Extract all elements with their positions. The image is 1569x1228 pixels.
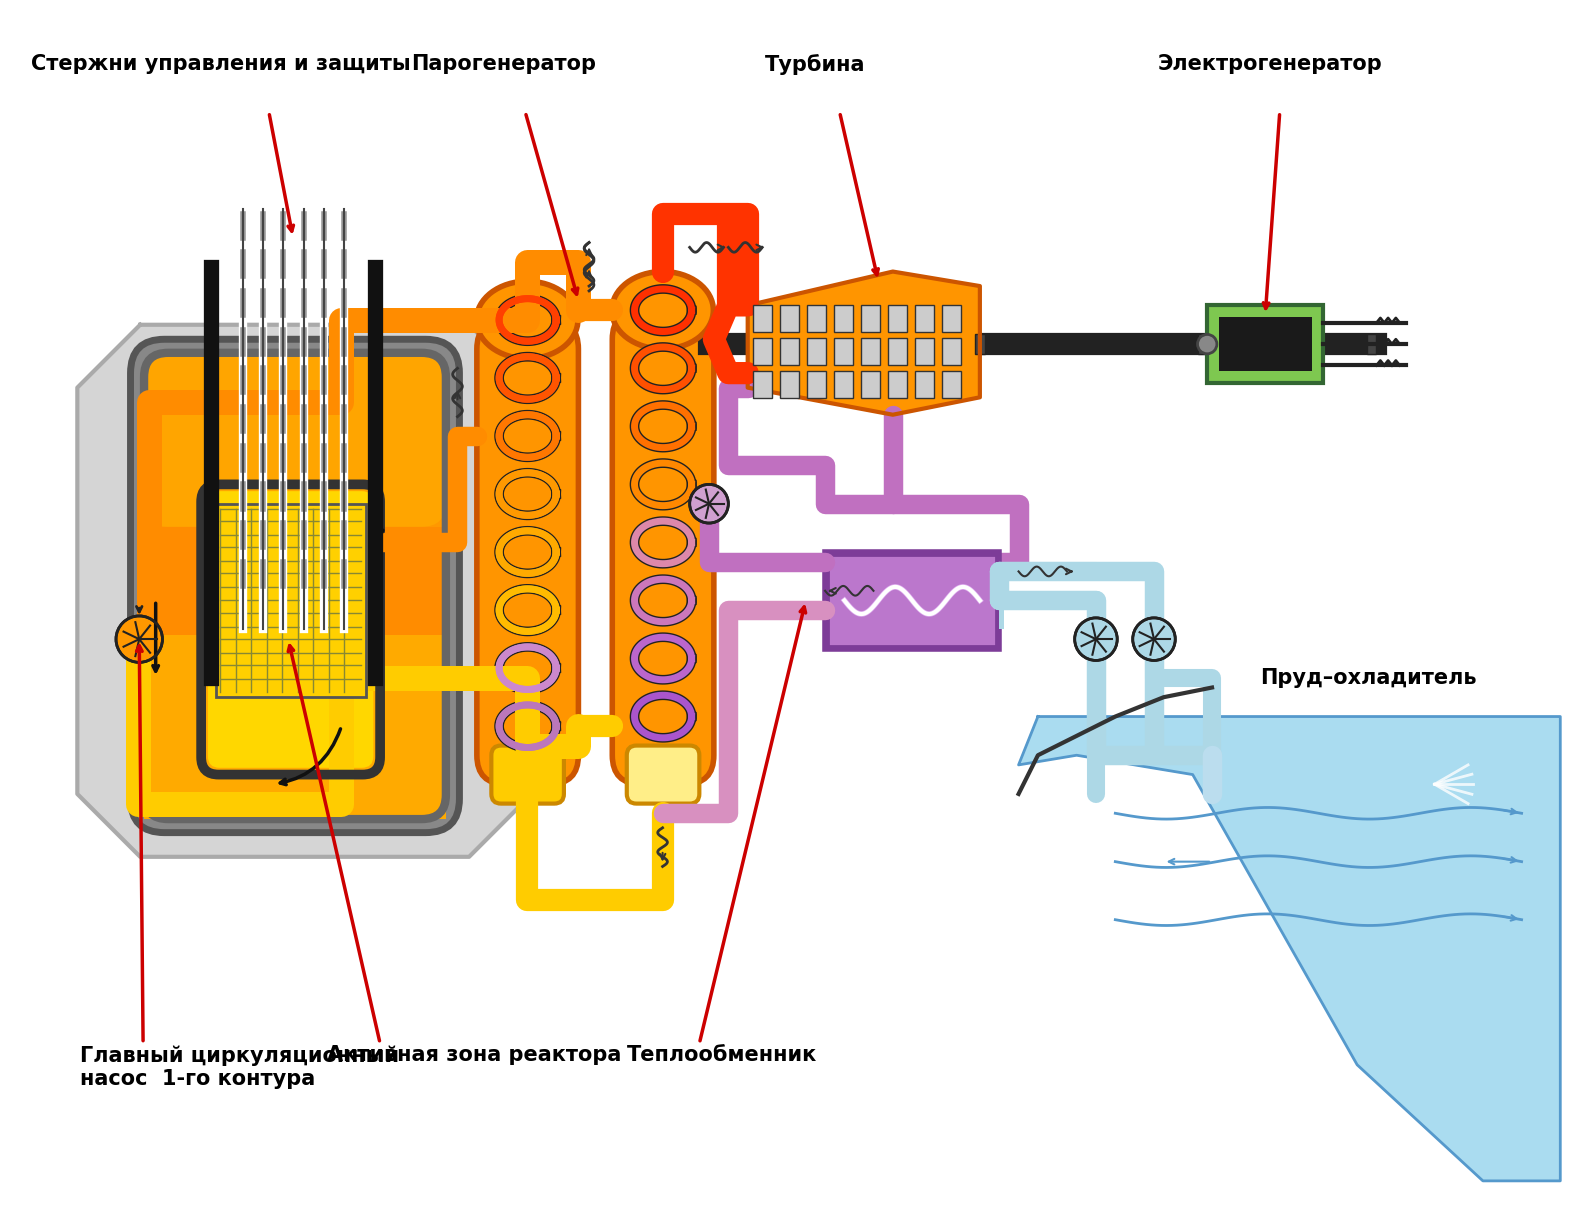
Circle shape	[690, 484, 728, 523]
Text: Парогенератор: Парогенератор	[411, 54, 596, 74]
Bar	[1367, 334, 1376, 354]
Bar	[941, 306, 962, 333]
Bar	[915, 306, 935, 333]
Text: Пруд–охладитель: Пруд–охладитель	[1260, 668, 1476, 688]
Text: Стержни управления и защиты: Стержни управления и защиты	[31, 54, 411, 74]
Bar	[780, 306, 799, 333]
Bar	[833, 338, 854, 366]
FancyBboxPatch shape	[477, 321, 579, 785]
Bar	[806, 338, 825, 366]
Text: Электрогенератор: Электрогенератор	[1158, 54, 1382, 74]
Circle shape	[1075, 618, 1117, 661]
Text: Главный циркуляционный
насос  1-го контура: Главный циркуляционный насос 1-го контур…	[80, 1045, 400, 1089]
Bar	[753, 371, 772, 398]
Bar	[806, 371, 825, 398]
Polygon shape	[1018, 717, 1560, 1181]
Bar	[941, 338, 962, 366]
Bar	[780, 338, 799, 366]
FancyBboxPatch shape	[130, 339, 460, 833]
Bar	[888, 338, 907, 366]
Bar	[144, 527, 446, 819]
Bar	[806, 306, 825, 333]
Bar	[915, 371, 935, 398]
Text: Турбина: Турбина	[766, 54, 866, 75]
Circle shape	[1133, 618, 1175, 661]
Bar	[888, 371, 907, 398]
Polygon shape	[77, 324, 532, 857]
Bar	[833, 371, 854, 398]
Bar	[999, 571, 1004, 630]
Polygon shape	[748, 271, 981, 415]
Bar	[974, 334, 985, 354]
Bar	[215, 503, 366, 698]
Bar	[833, 306, 854, 333]
FancyBboxPatch shape	[209, 491, 373, 768]
Bar	[1219, 317, 1312, 371]
Bar	[828, 555, 996, 646]
FancyBboxPatch shape	[491, 745, 563, 803]
FancyBboxPatch shape	[626, 745, 700, 803]
Bar	[1207, 306, 1323, 383]
Bar	[753, 306, 772, 333]
Bar	[709, 334, 719, 354]
Bar	[861, 306, 880, 333]
Circle shape	[116, 616, 163, 662]
Bar	[915, 338, 935, 366]
Bar	[861, 338, 880, 366]
Bar	[1197, 334, 1207, 354]
FancyBboxPatch shape	[612, 311, 714, 785]
Bar	[144, 635, 446, 819]
Bar	[780, 371, 799, 398]
Bar	[861, 371, 880, 398]
Bar	[825, 553, 999, 648]
Bar	[753, 338, 772, 366]
Circle shape	[1197, 334, 1218, 354]
Text: Теплообменник: Теплообменник	[626, 1045, 817, 1066]
Ellipse shape	[477, 281, 577, 359]
FancyBboxPatch shape	[144, 352, 446, 527]
FancyBboxPatch shape	[144, 352, 446, 819]
Bar	[888, 306, 907, 333]
Ellipse shape	[612, 271, 714, 349]
Bar	[941, 371, 962, 398]
Text: Активная зона реактора: Активная зона реактора	[326, 1045, 621, 1066]
